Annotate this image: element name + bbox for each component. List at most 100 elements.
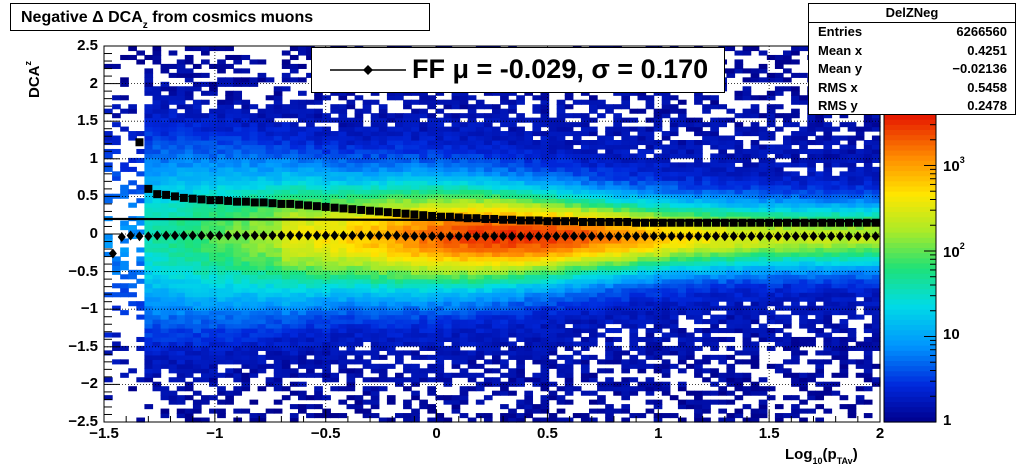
heatmap-cell	[532, 175, 542, 181]
heatmap-cell	[168, 126, 178, 132]
heatmap-cell	[386, 350, 396, 356]
heatmap-cell	[524, 341, 534, 347]
heatmap-cell	[306, 157, 315, 163]
heatmap-cell	[427, 368, 437, 374]
heatmap-cell	[597, 247, 606, 253]
heatmap-cell	[669, 278, 679, 284]
heatmap-cell	[306, 148, 315, 155]
heatmap-cell	[435, 126, 445, 132]
heatmap-cell	[184, 314, 194, 320]
heatmap-cell	[354, 314, 364, 320]
heatmap-cell	[168, 377, 178, 383]
heatmap-cell	[192, 229, 202, 235]
heatmap-cell	[330, 135, 340, 141]
heatmap-cell	[201, 207, 210, 213]
heatmap-cell	[378, 131, 388, 137]
heatmap-cell	[201, 46, 210, 52]
heatmap-cell	[645, 162, 655, 168]
heatmap-cell	[386, 202, 396, 208]
heatmap-cell	[427, 122, 437, 128]
heatmap-cell	[435, 157, 445, 163]
heatmap-cell	[443, 260, 453, 266]
heatmap-cell	[241, 359, 251, 365]
heatmap-cell	[257, 108, 267, 114]
heatmap-cell	[661, 287, 671, 293]
heatmap-cell	[451, 269, 461, 275]
heatmap-cell	[492, 229, 501, 235]
heatmap-cell	[564, 368, 574, 374]
heatmap-cell	[483, 310, 493, 316]
heatmap-cell	[306, 413, 315, 419]
heatmap-cell	[144, 278, 154, 284]
heatmap-cell	[298, 113, 307, 119]
heatmap-cell	[492, 113, 501, 119]
heatmap-cell	[403, 341, 412, 347]
heatmap-cell	[395, 305, 404, 311]
heatmap-cell	[314, 354, 323, 360]
heatmap-cell	[289, 278, 299, 284]
heatmap-cell	[184, 336, 194, 343]
heatmap-cell	[718, 265, 728, 271]
heatmap-cell	[556, 175, 566, 181]
heatmap-cell	[273, 287, 283, 293]
heatmap-cell	[661, 95, 671, 101]
heatmap-cell	[273, 368, 283, 374]
heatmap-cell	[669, 189, 679, 195]
heatmap-cell	[435, 336, 445, 343]
heatmap-cell	[459, 251, 469, 257]
heatmap-cell	[605, 408, 614, 414]
heatmap-cell	[201, 399, 210, 405]
heatmap-cell	[281, 220, 291, 226]
heatmap-cell	[443, 157, 453, 163]
heatmap-cell	[184, 354, 194, 360]
heatmap-cell	[710, 198, 719, 204]
heatmap-cell	[403, 269, 412, 275]
heatmap-cell	[176, 247, 186, 253]
heatmap-cell	[370, 140, 380, 146]
heatmap-cell	[403, 131, 412, 137]
heatmap-cell	[128, 46, 137, 52]
heatmap-cell	[257, 207, 267, 213]
heatmap-cell	[483, 126, 493, 132]
heatmap-cell	[589, 287, 598, 293]
heatmap-cell	[629, 377, 639, 383]
heatmap-cell	[580, 175, 590, 181]
heatmap-cell	[492, 238, 501, 244]
heatmap-cell	[176, 314, 186, 320]
heatmap-cell	[718, 216, 728, 222]
heatmap-cell	[597, 207, 606, 213]
heatmap-cell	[459, 328, 469, 334]
heatmap-cell	[686, 341, 695, 347]
heatmap-cell	[572, 314, 582, 320]
heatmap-cell	[346, 131, 356, 137]
heatmap-cell	[419, 171, 428, 177]
heatmap-cell	[176, 345, 186, 351]
heatmap-cell	[629, 180, 639, 186]
heatmap-cell	[548, 198, 558, 204]
heatmap-cell	[564, 247, 574, 253]
heatmap-cell	[419, 314, 428, 320]
heatmap-cell	[427, 260, 437, 266]
heatmap-cell	[419, 99, 428, 105]
heatmap-cell	[265, 301, 275, 307]
heatmap-cell	[362, 408, 372, 414]
heatmap-cell	[459, 260, 469, 266]
heatmap-cell	[298, 108, 307, 114]
heatmap-cell	[516, 296, 525, 302]
heatmap-cell	[500, 417, 509, 423]
heatmap-cell	[192, 122, 202, 128]
heatmap-cell	[314, 341, 323, 347]
heatmap-cell	[548, 332, 558, 338]
heatmap-cell	[661, 265, 671, 271]
heatmap-cell	[702, 225, 711, 231]
heatmap-cell	[556, 202, 566, 208]
heatmap-cell	[265, 225, 275, 231]
heatmap-cell	[718, 225, 728, 231]
heatmap-cell	[669, 153, 679, 159]
heatmap-cell	[605, 287, 614, 293]
heatmap-cell	[322, 301, 331, 307]
heatmap-cell	[322, 269, 331, 275]
heatmap-cell	[338, 413, 348, 419]
heatmap-cell	[184, 126, 194, 132]
heatmap-cell	[483, 265, 493, 271]
